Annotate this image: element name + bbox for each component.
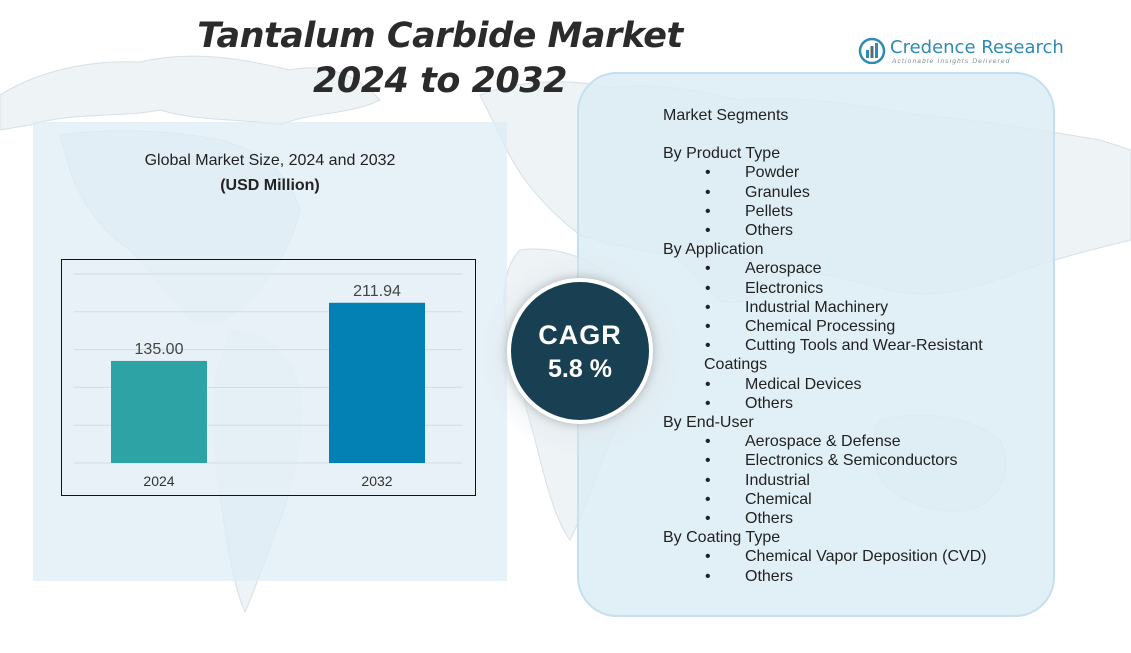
segment-item-label: Cutting Tools and Wear-Resistant [745, 337, 983, 355]
bar-value-label: 211.94 [353, 283, 401, 300]
segment-item-label: Others [745, 394, 794, 412]
bullet-icon: • [705, 433, 711, 451]
segment-item: • Chemical [663, 490, 987, 509]
cagr-value: 5.8 % [548, 355, 612, 383]
segment-item: • Industrial [663, 471, 987, 490]
segment-item-label: Aerospace [745, 260, 822, 278]
segment-item: • Electronics [663, 279, 987, 298]
segment-item: • Aerospace & Defense [663, 432, 987, 451]
segment-item-label: Granules [745, 183, 810, 201]
segment-item-label: Industrial [745, 471, 810, 489]
x-tick-label: 2032 [361, 473, 392, 489]
segment-group-name: By Product Type [663, 145, 781, 163]
segment-item-label: Others [745, 222, 794, 240]
chart-title: Global Market Size, 2024 and 2032 [144, 152, 396, 169]
segment-item-label: Industrial Machinery [745, 298, 889, 316]
chart-unit: (USD Million) [220, 177, 320, 194]
segment-item-label: Chemical Vapor Deposition (CVD) [745, 548, 987, 566]
segment-item-label: Others [745, 567, 794, 585]
bullet-icon: • [705, 548, 711, 566]
segment-item: • Chemical Processing [663, 317, 987, 336]
chart-heading: Global Market Size, 2024 and 2032 (USD M… [33, 148, 507, 198]
segment-item: • Granules [663, 183, 987, 202]
x-tick-label: 2024 [143, 473, 174, 489]
segment-item-continuation: Coatings [704, 356, 768, 374]
segments-title: Market Segments [663, 107, 789, 124]
logo-icon [858, 37, 886, 64]
bullet-icon: • [705, 375, 711, 393]
bullet-icon: • [705, 452, 711, 470]
segment-group-name: By End-User [663, 414, 754, 432]
segment-item: • Industrial Machinery [663, 298, 987, 317]
segment-item-label: Pellets [745, 202, 794, 220]
bullet-icon: • [705, 318, 711, 336]
segment-item: • Electronics & Semiconductors [663, 451, 987, 470]
segment-item-label: Chemical [745, 490, 812, 508]
segment-item: • Aerospace [663, 259, 987, 278]
brand-name: Credence Research [890, 37, 1064, 58]
bar-2032 [329, 302, 425, 463]
segment-item: • Cutting Tools and Wear-Resistant [663, 336, 987, 355]
segment-group-name: By Coating Type [663, 529, 781, 547]
bar-chart: 135.00 2024 211.94 2032 [61, 259, 476, 496]
cagr-label: CAGR [538, 320, 622, 350]
bar-2024 [111, 360, 207, 463]
bullet-icon: • [705, 510, 711, 528]
segment-item-label: Electronics & Semiconductors [745, 452, 958, 470]
bullet-icon: • [705, 394, 711, 412]
bullet-icon: • [705, 337, 711, 355]
market-segments: Market Segments By Product Type • Powder … [663, 106, 987, 586]
segment-item-label: Others [745, 510, 794, 528]
credence-research-logo: Credence Research Actionable Insights De… [858, 36, 1064, 70]
bullet-icon: • [705, 222, 711, 240]
segment-item: • Others [663, 221, 987, 240]
bullet-icon: • [705, 298, 711, 316]
segment-item-label: Medical Devices [745, 375, 862, 393]
segment-item: • Chemical Vapor Deposition (CVD) [663, 547, 987, 566]
bullet-icon: • [705, 202, 711, 220]
segment-group-name: By Application [663, 241, 764, 259]
brand-tagline: Actionable Insights Delivered [892, 58, 1011, 65]
segment-item-label: Chemical Processing [745, 318, 896, 336]
bar-value-label: 135.00 [135, 341, 184, 358]
bar-chart-svg: 135.00 2024 211.94 2032 [74, 273, 462, 489]
segment-item-label: Powder [745, 164, 800, 182]
segment-item-label: Aerospace & Defense [745, 433, 901, 451]
title-line-1: Tantalum Carbide Market [197, 16, 683, 56]
segment-item: • Powder [663, 163, 987, 182]
cagr-badge: CAGR 5.8 % [507, 278, 653, 424]
page-title: Tantalum Carbide Market 2024 to 2032 [170, 14, 710, 104]
bullet-icon: • [705, 260, 711, 278]
title-line-2: 2024 to 2032 [313, 61, 567, 101]
segment-item: • Others [663, 394, 987, 413]
segment-item: • Medical Devices [663, 375, 987, 394]
segment-item: • Pellets [663, 202, 987, 221]
segment-item: • Others [663, 509, 987, 528]
bullet-icon: • [705, 490, 711, 508]
bullet-icon: • [705, 567, 711, 585]
segment-item: • Others [663, 567, 987, 586]
bullet-icon: • [705, 279, 711, 297]
bullet-icon: • [705, 183, 711, 201]
bullet-icon: • [705, 164, 711, 182]
segment-item-label: Electronics [745, 279, 824, 297]
bullet-icon: • [705, 471, 711, 489]
